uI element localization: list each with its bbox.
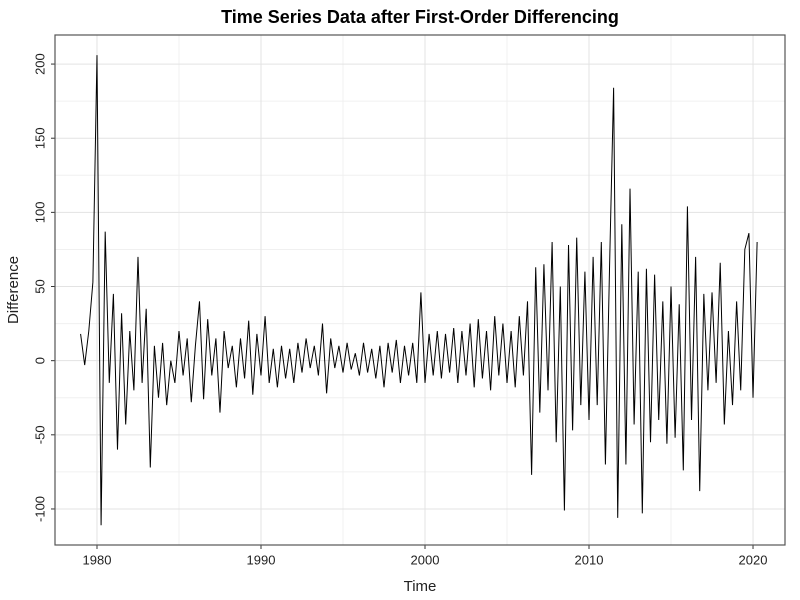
x-axis-label: Time [404,578,437,595]
y-tick-label: 200 [32,53,47,75]
y-tick-label: 50 [32,279,47,293]
y-tick-label: 0 [32,357,47,364]
plot-border [54,34,786,546]
y-axis-label: Difference [5,256,22,324]
y-tick-label: -100 [32,496,47,522]
y-tick-label: -50 [32,425,47,444]
x-tick-label: 2000 [411,552,440,567]
x-tick-label: 1980 [83,552,112,567]
chart-title: Time Series Data after First-Order Diffe… [221,7,619,27]
x-tick-label: 2010 [575,552,604,567]
x-tick-label: 2020 [739,552,768,567]
y-tick-label: 150 [32,127,47,149]
x-tick-label: 1990 [247,552,276,567]
line-series [80,55,758,526]
y-tick-label: 100 [32,202,47,224]
